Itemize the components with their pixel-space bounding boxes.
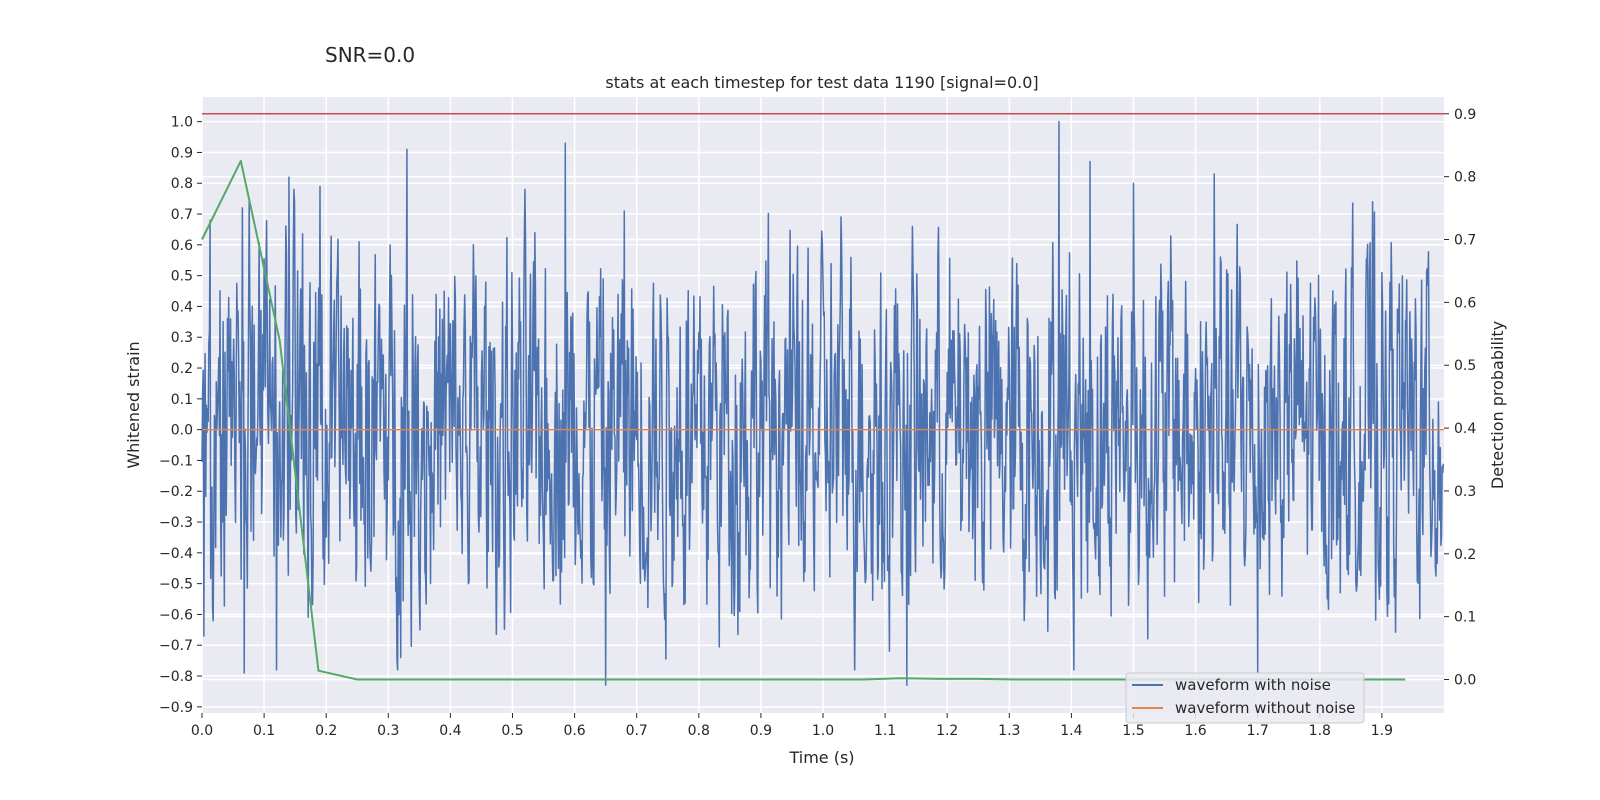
y-axis-label: Whitened strain bbox=[124, 341, 143, 468]
y-tick-label: 0.9 bbox=[171, 145, 193, 161]
x-tick-label: 0.7 bbox=[626, 723, 648, 739]
y-tick-label: 0.1 bbox=[171, 392, 193, 408]
y-tick-label: 0.7 bbox=[171, 207, 193, 223]
x-tick-label: 0.9 bbox=[750, 723, 772, 739]
legend: waveform with noise waveform without noi… bbox=[1125, 672, 1365, 724]
x-tick-label: 0.2 bbox=[315, 723, 337, 739]
x-tick-label: 1.5 bbox=[1122, 723, 1144, 739]
x-tick-label: 0.3 bbox=[377, 723, 399, 739]
y-tick-label: −0.2 bbox=[159, 484, 193, 500]
y-tick-label: −0.6 bbox=[159, 607, 193, 623]
x-tick-label: 0.0 bbox=[191, 723, 213, 739]
x-tick-label: 1.0 bbox=[812, 723, 834, 739]
x-tick-label: 1.4 bbox=[1060, 723, 1082, 739]
y-tick-label: 0.5 bbox=[171, 269, 193, 285]
y-right-tick-label: 0.6 bbox=[1454, 295, 1476, 311]
x-tick-label: 0.1 bbox=[253, 723, 275, 739]
y-right-tick-label: 0.0 bbox=[1454, 672, 1476, 688]
y-tick-label: −0.9 bbox=[159, 700, 193, 716]
x-tick-label: 1.9 bbox=[1371, 723, 1393, 739]
y-tick-label: −0.8 bbox=[159, 669, 193, 685]
y-tick-label: 1.0 bbox=[171, 115, 193, 131]
chart-title: stats at each timestep for test data 119… bbox=[605, 73, 1038, 92]
x-tick-label: 1.6 bbox=[1184, 723, 1206, 739]
y-right-tick-label: 0.3 bbox=[1454, 484, 1476, 500]
x-axis-label: Time (s) bbox=[788, 748, 854, 767]
y-tick-label: 0.8 bbox=[171, 176, 193, 192]
legend-box bbox=[1125, 672, 1365, 724]
y-tick-label: −0.1 bbox=[159, 453, 193, 469]
x-tick-label: 1.8 bbox=[1309, 723, 1331, 739]
x-tick-label: 1.2 bbox=[936, 723, 958, 739]
y-right-tick-label: 0.5 bbox=[1454, 358, 1476, 374]
y-tick-label: −0.4 bbox=[159, 546, 193, 562]
x-tick-label: 0.5 bbox=[501, 723, 523, 739]
legend-label-with-noise: waveform with noise bbox=[1175, 676, 1331, 694]
y-right-tick-label: 0.2 bbox=[1454, 547, 1476, 563]
y-tick-label: 0.3 bbox=[171, 330, 193, 346]
y-tick-label: 0.0 bbox=[171, 423, 193, 439]
y-tick-label: 0.2 bbox=[171, 361, 193, 377]
y-right-tick-label: 0.8 bbox=[1454, 170, 1476, 186]
x-tick-label: 1.7 bbox=[1247, 723, 1269, 739]
x-tick-label: 1.1 bbox=[874, 723, 896, 739]
y-axis-right-label: Detection probability bbox=[1488, 321, 1507, 489]
legend-label-without-noise: waveform without noise bbox=[1175, 699, 1355, 717]
x-tick-label: 1.3 bbox=[998, 723, 1020, 739]
axes-layer: 0.0 0.1 0.2 0.3 0.4 0.5 0.6 0.7 0.8 0.9 1.0 1.1 1.2 1… bbox=[159, 107, 1476, 739]
y-tick-label: −0.3 bbox=[159, 515, 193, 531]
y-tick-label: 0.6 bbox=[171, 238, 193, 254]
y-right-tick-label: 0.4 bbox=[1454, 421, 1476, 437]
x-tick-label: 0.8 bbox=[688, 723, 710, 739]
y-right-tick-label: 0.9 bbox=[1454, 107, 1476, 123]
y-right-tick-label: 0.1 bbox=[1454, 610, 1476, 626]
y-right-tick-label: 0.7 bbox=[1454, 232, 1476, 248]
x-tick-label: 0.4 bbox=[439, 723, 461, 739]
y-tick-label: −0.7 bbox=[159, 638, 193, 654]
x-tick-label: 0.6 bbox=[563, 723, 585, 739]
chart-suptitle: SNR=0.0 bbox=[325, 43, 415, 67]
y-tick-label: 0.4 bbox=[171, 299, 193, 315]
y-tick-label: −0.5 bbox=[159, 577, 193, 593]
